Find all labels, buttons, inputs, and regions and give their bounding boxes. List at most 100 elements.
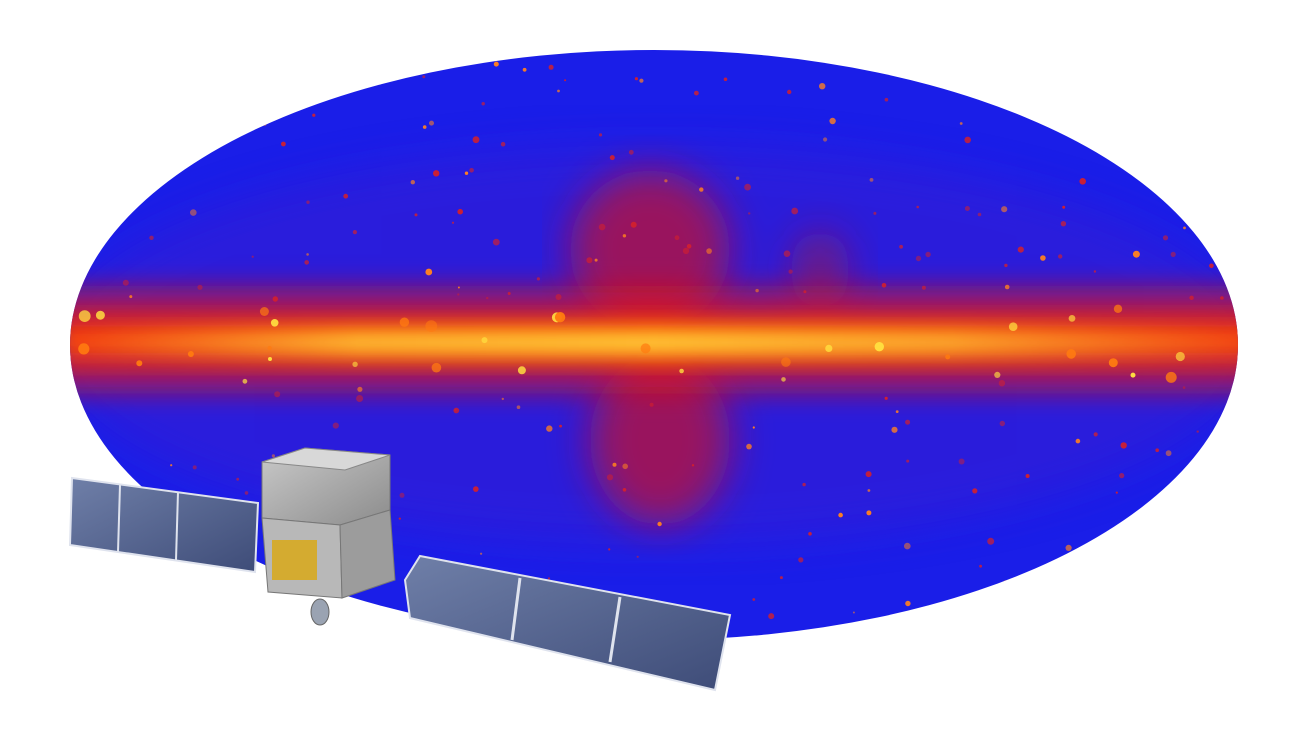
point-source	[1004, 264, 1007, 267]
point-source	[629, 150, 634, 155]
point-source	[473, 136, 480, 143]
point-source	[994, 372, 1000, 378]
point-source	[679, 369, 684, 374]
point-source	[306, 201, 309, 204]
point-source	[802, 483, 805, 486]
point-source	[595, 259, 598, 262]
point-source	[486, 297, 488, 299]
point-source	[610, 155, 615, 160]
point-source	[623, 488, 627, 492]
point-source	[781, 357, 791, 367]
point-source	[268, 346, 272, 350]
point-source	[243, 379, 248, 384]
point-source	[425, 320, 437, 332]
point-source	[819, 83, 825, 89]
point-source	[271, 319, 279, 327]
point-source	[517, 405, 521, 409]
point-source	[637, 556, 639, 558]
point-source	[964, 137, 971, 144]
point-source	[96, 311, 105, 320]
point-source	[1026, 474, 1030, 478]
point-source	[744, 184, 751, 191]
point-source	[260, 307, 269, 316]
point-source	[694, 91, 699, 96]
point-source	[465, 172, 468, 175]
point-source	[281, 142, 286, 147]
point-source	[1133, 251, 1140, 258]
point-source	[353, 230, 357, 234]
point-source	[945, 354, 950, 359]
point-source	[979, 565, 982, 568]
point-source	[1066, 349, 1076, 359]
point-source	[1197, 430, 1199, 432]
point-source	[724, 78, 728, 82]
point-source	[193, 465, 197, 469]
point-source	[190, 209, 197, 216]
galactic-core	[60, 315, 1250, 370]
point-source	[853, 612, 855, 614]
point-source	[564, 79, 566, 81]
point-source	[333, 423, 339, 429]
point-source	[896, 410, 899, 413]
point-source	[965, 206, 970, 211]
point-source	[236, 478, 239, 481]
point-source	[557, 90, 560, 93]
antenna	[311, 599, 329, 625]
point-source	[549, 65, 554, 70]
point-source	[873, 212, 876, 215]
point-source	[537, 277, 540, 280]
point-source	[352, 362, 357, 367]
point-source	[607, 474, 613, 480]
point-source	[453, 408, 459, 414]
point-source	[987, 538, 994, 545]
point-source	[755, 289, 758, 292]
point-source	[518, 366, 526, 374]
point-source	[789, 270, 793, 274]
point-source	[469, 168, 474, 173]
point-source	[736, 177, 739, 180]
point-source	[868, 489, 871, 492]
point-source	[508, 292, 511, 295]
point-source	[885, 98, 889, 102]
point-source	[635, 77, 638, 80]
point-source	[808, 532, 812, 536]
point-source	[482, 102, 485, 105]
point-source	[1001, 206, 1007, 212]
point-source	[433, 170, 439, 176]
point-source	[423, 125, 427, 129]
point-source	[1183, 386, 1186, 389]
point-source	[1131, 373, 1136, 378]
point-source	[136, 360, 142, 366]
point-source	[170, 464, 172, 466]
point-source	[699, 187, 703, 191]
point-source	[1189, 296, 1193, 300]
point-source	[905, 420, 910, 425]
point-source	[546, 425, 552, 431]
point-source	[304, 260, 309, 265]
point-source	[1018, 247, 1024, 253]
point-source	[415, 213, 418, 216]
point-source	[972, 488, 977, 493]
point-source	[1009, 322, 1018, 331]
point-source	[622, 464, 628, 470]
point-source	[623, 234, 626, 237]
point-source	[523, 68, 527, 72]
point-source	[432, 363, 442, 373]
point-source	[245, 491, 249, 495]
page: (() => { JSON.parse(document.getElementB…	[0, 0, 1309, 748]
point-source	[683, 248, 689, 254]
point-source	[1094, 432, 1098, 436]
point-source	[768, 613, 774, 619]
point-source	[273, 296, 278, 301]
point-source	[791, 208, 798, 215]
point-source	[306, 253, 309, 256]
point-source	[1166, 450, 1172, 456]
point-source	[787, 90, 791, 94]
point-source	[1119, 473, 1124, 478]
point-source	[400, 493, 405, 498]
point-source	[272, 454, 275, 457]
point-source	[753, 426, 755, 428]
point-source	[356, 395, 363, 402]
point-source	[599, 133, 602, 136]
point-source	[1116, 492, 1118, 494]
